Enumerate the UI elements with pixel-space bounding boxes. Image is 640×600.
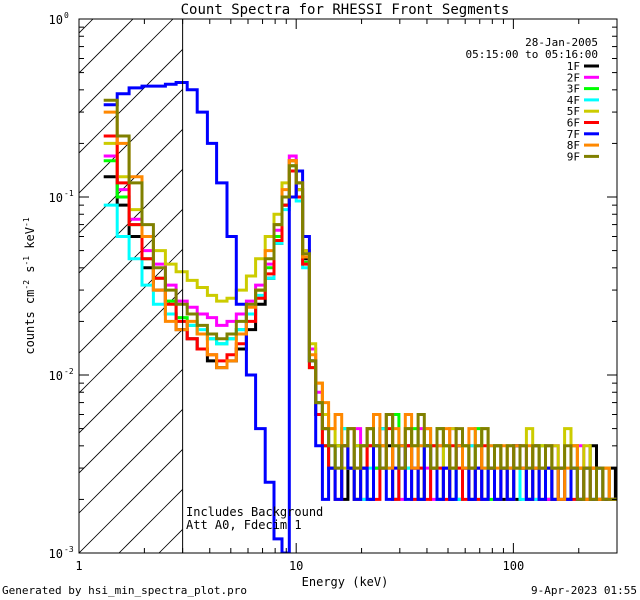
legend-label: 7F	[567, 128, 580, 141]
x-tick-label: 10	[289, 559, 303, 573]
y-tick-exponent: -2	[64, 367, 74, 376]
legend-label: 3F	[567, 83, 580, 96]
legend-label: 8F	[567, 139, 580, 152]
legend-label: 4F	[567, 94, 580, 107]
plot-frame	[78, 18, 618, 554]
y-tick-label: 10	[49, 191, 63, 205]
hatch-line	[79, 408, 183, 514]
annotation-background: Includes Background	[186, 505, 323, 519]
legend-label: 6F	[567, 117, 580, 130]
chart-title: Count Spectra for RHESSI Front Segments	[181, 2, 510, 18]
series-layer	[103, 81, 617, 553]
legend-label: 9F	[567, 150, 580, 163]
y-tick-label: 10	[49, 13, 63, 27]
y-tick-exponent: -1	[64, 189, 74, 198]
date-label: 28-Jan-2005	[525, 36, 598, 49]
x-axis-label: Energy (keV)	[302, 575, 389, 589]
x-tick-label: 100	[503, 559, 525, 573]
hatch-line	[79, 448, 183, 553]
x-tick-label: 1	[75, 559, 82, 573]
legend-label: 1F	[567, 60, 580, 73]
hatch-line	[79, 368, 183, 474]
footer-generator: Generated by hsi_min_spectra_plot.pro	[2, 584, 247, 597]
hatch-line	[79, 208, 183, 314]
y-tick-label: 10	[49, 369, 63, 383]
y-axis-label: counts cm-2 s-1 keV-1	[22, 217, 37, 354]
legend-label: 2F	[567, 71, 580, 84]
hatch-line	[79, 88, 183, 194]
footer-timestamp: 9-Apr-2023 01:55	[531, 584, 637, 597]
y-tick-exponent: -3	[64, 545, 74, 554]
legend-label: 5F	[567, 105, 580, 118]
y-tick-exponent: 0	[64, 11, 69, 20]
series-line-9F	[103, 98, 617, 501]
y-tick-label: 10	[49, 547, 63, 561]
annotation-attenuator: Att A0, Fdecim 1	[186, 518, 302, 532]
time-range-label: 05:15:00 to 05:16:00	[466, 48, 598, 61]
hatch-line	[79, 19, 174, 114]
hatch-line	[79, 48, 183, 154]
